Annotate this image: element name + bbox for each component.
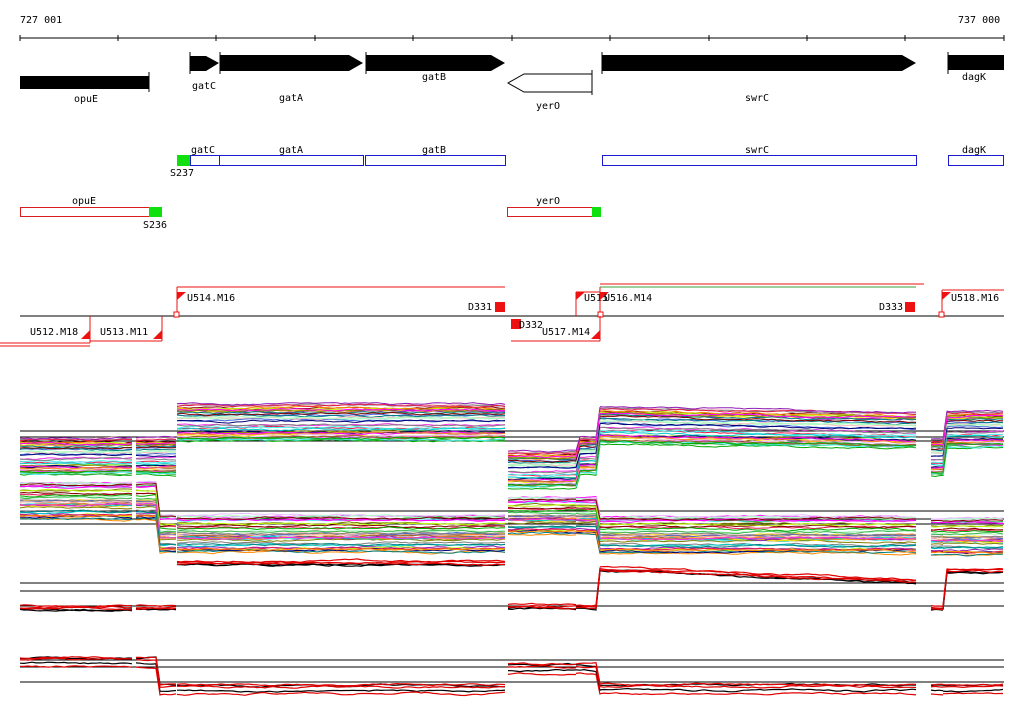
- site-label-S237: S237: [170, 168, 194, 179]
- svg-text:U515: U515: [584, 293, 608, 304]
- coordinate-ruler: 727 001 737 000: [19, 15, 1005, 41]
- gene-track: opuE gatC gatA gatB yerO: [20, 52, 1004, 112]
- gene-gatB[interactable]: gatB: [365, 52, 505, 83]
- gene-gatC[interactable]: gatC: [189, 52, 219, 92]
- segment-U515[interactable]: U515: [575, 291, 608, 316]
- site-marker-S236[interactable]: [149, 207, 162, 217]
- ruler-ticks: [19, 35, 1005, 41]
- profile-panel-plus-multi: [19, 402, 1004, 490]
- profile-panel-minus-multi: [19, 480, 1004, 557]
- ruler-start-label: 727 001: [20, 15, 62, 26]
- segment-U516.M14[interactable]: U516.M14: [597, 283, 924, 318]
- segment-U513.M11[interactable]: U513.M11: [90, 316, 163, 342]
- gene-gatA[interactable]: gatA: [219, 52, 363, 104]
- segment-D331[interactable]: D331: [468, 302, 505, 313]
- segment-U512.M18[interactable]: U512.M18: [0, 316, 91, 347]
- gene-yerO[interactable]: yerO: [506, 70, 593, 112]
- svg-text:swrC: swrC: [745, 145, 769, 156]
- segment-D333[interactable]: D333: [879, 302, 915, 313]
- gene-label-gatB: gatB: [422, 72, 446, 83]
- transcript-gatB[interactable]: gatB: [365, 145, 506, 166]
- transcript-swrC[interactable]: swrC: [602, 145, 917, 166]
- segment-U514.M16[interactable]: U514.M16: [173, 286, 505, 318]
- transcript-gatC[interactable]: gatC: [190, 145, 220, 166]
- svg-text:U514.M16: U514.M16: [187, 293, 235, 304]
- gene-label-swrC: swrC: [745, 93, 769, 104]
- segment-track: U514.M16 D331 U515 U516.M14 D333: [0, 283, 1004, 347]
- segment-D332[interactable]: D332: [511, 319, 543, 331]
- ruler-end-label: 737 000: [958, 15, 1000, 26]
- svg-text:U518.M16: U518.M16: [951, 293, 999, 304]
- site-label-S236: S236: [143, 220, 167, 231]
- site-marker-S237[interactable]: [177, 155, 190, 166]
- transcript-dagK[interactable]: dagK: [948, 145, 1004, 166]
- svg-text:gatA: gatA: [279, 145, 303, 156]
- svg-text:D333: D333: [879, 302, 903, 313]
- transcript-opuE[interactable]: opuE: [20, 196, 150, 217]
- segment-U517.M14[interactable]: U517.M14: [511, 316, 601, 342]
- svg-text:opuE: opuE: [72, 196, 96, 207]
- gene-dagK[interactable]: dagK: [947, 52, 1004, 83]
- svg-text:yerO: yerO: [536, 196, 560, 207]
- profile-panel-plus-summary: [19, 558, 1004, 612]
- plus-transcript-track: S237 gatC gatA gatB swrC dagK: [170, 145, 1004, 179]
- transcript-gatA[interactable]: gatA: [219, 145, 364, 166]
- svg-text:U516.M14: U516.M14: [604, 293, 652, 304]
- profile-panel-minus-summary: [19, 656, 1004, 697]
- svg-text:U513.M11: U513.M11: [100, 327, 148, 338]
- minus-transcript-track: opuE S236 yerO: [20, 196, 601, 231]
- segment-U518.M16[interactable]: U518.M16: [938, 289, 1004, 318]
- svg-text:gatC: gatC: [191, 145, 215, 156]
- gene-label-gatA: gatA: [279, 93, 303, 104]
- svg-text:D331: D331: [468, 302, 492, 313]
- gene-label-yerO: yerO: [536, 101, 560, 112]
- transcript-yerO[interactable]: yerO: [507, 196, 593, 217]
- svg-text:U512.M18: U512.M18: [30, 327, 78, 338]
- gene-swrC[interactable]: swrC: [601, 52, 916, 104]
- gene-label-opuE: opuE: [74, 94, 98, 105]
- svg-text:gatB: gatB: [422, 145, 446, 156]
- gene-opuE[interactable]: opuE: [20, 72, 150, 105]
- svg-text:U517.M14: U517.M14: [542, 327, 590, 338]
- gene-label-dagK: dagK: [962, 72, 986, 83]
- svg-text:D332: D332: [519, 320, 543, 331]
- site-marker-yerO[interactable]: [592, 207, 601, 217]
- svg-text:dagK: dagK: [962, 145, 986, 156]
- gene-label-gatC: gatC: [192, 81, 216, 92]
